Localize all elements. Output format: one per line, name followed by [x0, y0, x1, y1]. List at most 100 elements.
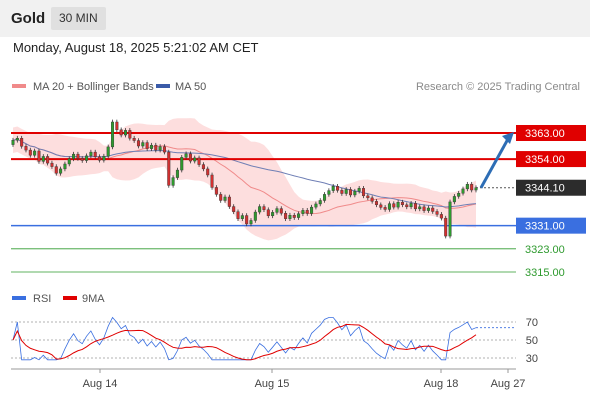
x-tick-label: Aug 27	[491, 378, 526, 390]
current-price-box	[516, 179, 586, 196]
candle-body	[418, 206, 422, 210]
candle-body	[223, 196, 227, 201]
candle-body	[132, 138, 136, 141]
candle-body	[396, 202, 400, 208]
ma9-legend-swatch	[63, 296, 77, 300]
candle-body	[448, 201, 452, 237]
candle-body	[37, 150, 41, 162]
candle-body	[439, 214, 443, 219]
candle-body	[387, 203, 391, 210]
candle-body	[89, 151, 93, 157]
candle-body	[426, 207, 430, 211]
candle-body	[279, 208, 283, 214]
candle-body	[141, 142, 145, 147]
candle-body	[41, 156, 45, 162]
candle-body	[357, 188, 361, 192]
candle-body	[106, 146, 110, 157]
candle-body	[201, 164, 205, 170]
candle-body	[85, 155, 89, 161]
candle-body	[435, 211, 439, 215]
candle-body	[175, 169, 179, 178]
candle-body	[301, 210, 305, 214]
symbol-name: Gold	[11, 10, 46, 27]
resistance-label-box	[516, 151, 586, 168]
candle-body	[461, 188, 465, 194]
candle-body	[33, 150, 37, 156]
pivot-label: 3331.00	[525, 221, 565, 233]
candle-body	[98, 156, 102, 161]
resistance-label: 3363.00	[525, 128, 565, 140]
candle-body	[310, 206, 314, 214]
candle-body	[379, 204, 383, 208]
candle-body	[271, 212, 275, 217]
candle-body	[167, 151, 171, 186]
ma9-legend-label: 9MA	[82, 293, 105, 305]
candle-body	[63, 163, 67, 170]
candle-body	[361, 188, 365, 197]
candlesticks	[11, 119, 478, 239]
projection	[479, 132, 514, 189]
candle-body	[72, 153, 76, 159]
candle-body	[59, 168, 63, 174]
candle-body	[128, 130, 132, 139]
candle-body	[474, 187, 478, 191]
x-tick-label: Aug 14	[83, 378, 118, 390]
resistance-label: 3354.00	[525, 154, 565, 166]
candle-body	[236, 211, 240, 219]
candle-body	[54, 166, 58, 174]
candle-body	[197, 157, 201, 165]
candle-body	[314, 203, 318, 208]
candle-body	[240, 215, 244, 219]
candle-body	[297, 213, 301, 218]
candle-body	[431, 207, 435, 212]
ma50-legend-label: MA 50	[175, 81, 206, 93]
candle-body	[80, 158, 84, 161]
candle-body	[115, 121, 119, 131]
ma50-legend-swatch	[156, 84, 170, 88]
resistance-label-box	[516, 125, 586, 141]
candle-body	[193, 157, 197, 162]
rsi-line	[12, 316, 477, 361]
candle-body	[253, 211, 257, 221]
candle-body	[392, 203, 396, 208]
candle-body	[15, 138, 19, 141]
ma50-line	[12, 138, 477, 208]
candle-body	[284, 213, 288, 219]
candle-body	[374, 201, 378, 206]
candle-body	[452, 196, 456, 203]
candle-body	[227, 196, 231, 207]
candle-body	[184, 153, 188, 158]
ma20-legend-swatch	[12, 84, 26, 88]
pivot-label-box	[516, 217, 586, 234]
candle-body	[219, 194, 223, 201]
candle-body	[214, 187, 218, 195]
candle-body	[154, 144, 158, 151]
candle-body	[331, 186, 335, 191]
candle-body	[383, 207, 387, 210]
copyright: Research © 2025 Trading Central	[416, 81, 580, 93]
rsi-panel: 70 50 30	[11, 316, 538, 365]
candle-body	[258, 206, 262, 213]
candle-body	[288, 215, 292, 219]
projection-arrow-line	[479, 138, 510, 189]
candle-body	[124, 130, 128, 136]
timeframe-badge[interactable]: 30 MIN	[51, 7, 106, 30]
candle-body	[210, 174, 214, 188]
candle-body	[266, 209, 270, 217]
ma20-legend-label: MA 20 + Bollinger Bands	[33, 81, 154, 93]
candle-body	[275, 208, 279, 213]
candle-body	[145, 142, 149, 149]
candle-body	[119, 129, 123, 136]
candle-body	[366, 195, 370, 199]
candle-body	[111, 121, 115, 148]
candle-body	[409, 203, 413, 208]
candle-body	[318, 200, 322, 205]
rsi-tick-label: 30	[526, 353, 538, 365]
candle-body	[232, 206, 236, 212]
candle-body	[46, 156, 50, 164]
candle-body	[344, 189, 348, 194]
current-price-label: 3344.10	[525, 183, 565, 195]
x-axis-ticks: Aug 14 Aug 15 Aug 18 Aug 27	[83, 369, 526, 390]
candle-body	[444, 217, 448, 237]
candle-body	[206, 168, 210, 176]
